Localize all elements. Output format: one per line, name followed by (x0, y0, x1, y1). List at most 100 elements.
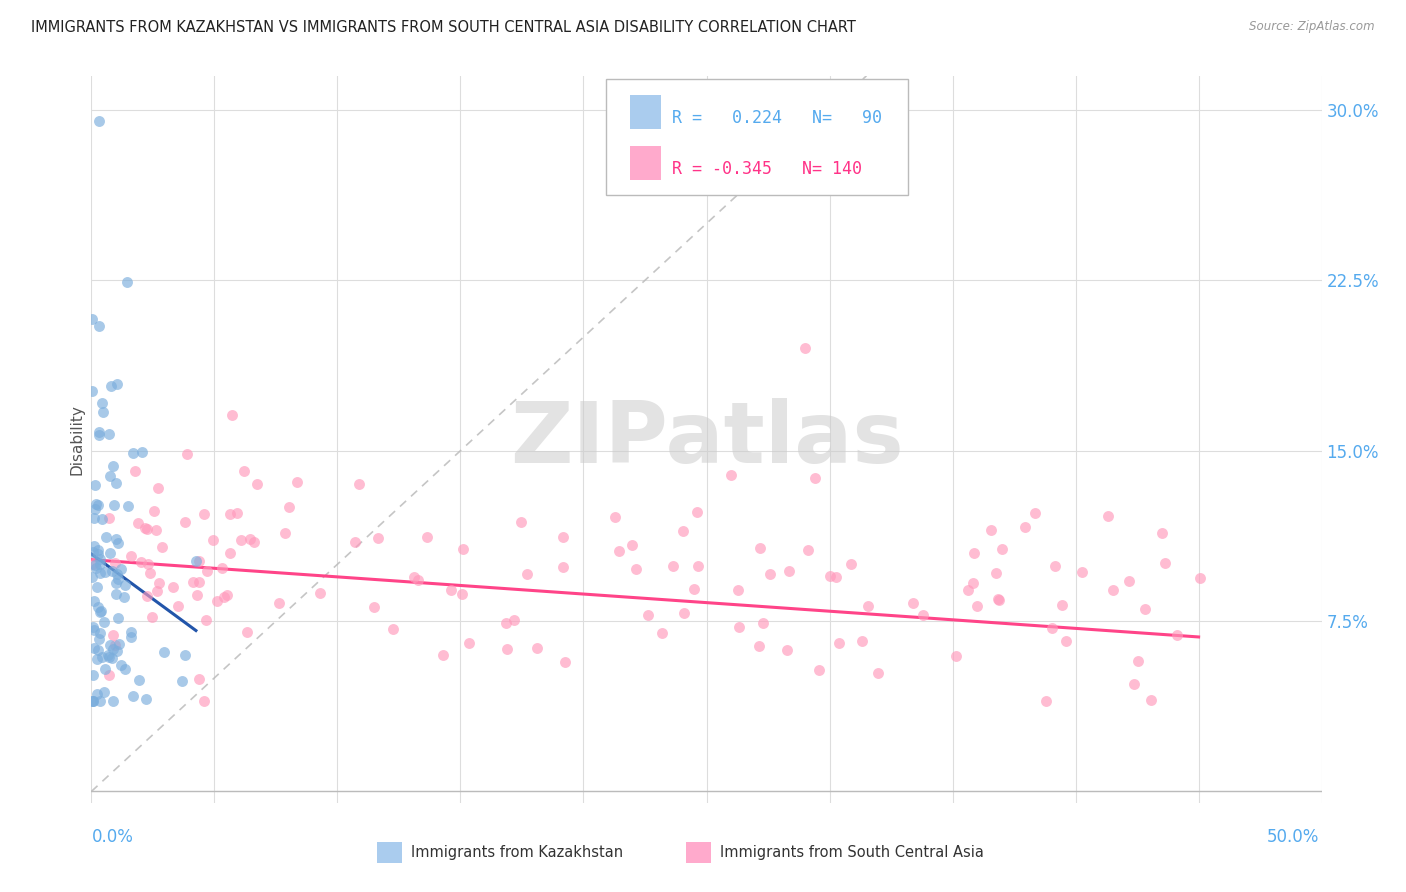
Point (86, 687, 108, 701)
Point (87, 643, 110, 657)
Point (748, 639, 770, 653)
Point (82, 570, 104, 584)
Point (825, 570, 848, 584)
Point (966, 599, 988, 613)
Point (1166, 628, 1188, 642)
Point (1139, 692, 1161, 706)
Point (211, 561, 233, 575)
Point (101, 651, 124, 665)
Point (93, 684, 115, 698)
Point (148, 481, 170, 495)
Point (84, 561, 107, 575)
Point (96, 530, 118, 544)
Point (440, 582, 463, 597)
Point (866, 666, 889, 681)
Point (188, 554, 211, 568)
Point (83, 511, 105, 525)
Point (243, 534, 266, 549)
Point (101, 458, 124, 473)
Text: Immigrants from Kazakhstan: Immigrants from Kazakhstan (411, 846, 623, 860)
Point (97, 426, 120, 441)
Point (86, 652, 108, 666)
Point (82, 620, 104, 634)
Point (776, 642, 799, 657)
Point (98, 668, 121, 682)
Point (128, 673, 150, 687)
Point (984, 566, 1007, 581)
Point (98, 650, 121, 665)
Point (86, 581, 108, 595)
Point (202, 533, 225, 547)
Point (83, 623, 105, 637)
Point (134, 521, 156, 535)
Point (105, 377, 128, 392)
Point (673, 606, 696, 620)
Point (363, 599, 385, 614)
Point (637, 608, 659, 623)
Point (89, 625, 111, 640)
Point (901, 596, 924, 610)
Point (962, 575, 984, 590)
Point (503, 613, 526, 627)
Point (229, 533, 252, 548)
Point (662, 559, 685, 574)
Point (796, 543, 818, 558)
Point (82, 545, 104, 559)
Point (624, 562, 647, 576)
Point (105, 566, 128, 581)
Point (153, 645, 176, 659)
Text: 50.0%: 50.0% (1267, 828, 1319, 846)
Point (83, 501, 105, 516)
Point (991, 541, 1014, 556)
Point (104, 533, 127, 547)
Point (516, 566, 538, 581)
Point (236, 624, 259, 639)
Point (1035, 693, 1057, 707)
Point (980, 523, 1002, 537)
Point (82, 557, 104, 571)
Point (495, 615, 517, 630)
Point (1126, 655, 1149, 669)
Point (145, 583, 167, 598)
Text: ZIPatlas: ZIPatlas (509, 398, 904, 481)
Point (451, 541, 474, 556)
Point (1135, 602, 1157, 616)
Point (1118, 574, 1140, 588)
Point (107, 637, 129, 651)
Point (778, 564, 800, 578)
Point (1043, 558, 1066, 573)
Point (87, 600, 110, 615)
Point (84, 497, 107, 511)
Text: Immigrants from South Central Asia: Immigrants from South Central Asia (720, 846, 984, 860)
Point (205, 593, 228, 607)
Point (720, 468, 742, 483)
Point (607, 544, 630, 558)
Point (104, 638, 127, 652)
Point (87, 498, 110, 512)
Point (122, 446, 145, 460)
Point (551, 530, 574, 544)
Point (818, 569, 841, 583)
Point (683, 582, 706, 596)
Point (912, 607, 935, 622)
Point (1189, 571, 1212, 585)
Point (150, 540, 173, 554)
Point (174, 515, 197, 529)
Point (246, 476, 269, 491)
Point (1050, 598, 1073, 612)
Point (728, 619, 751, 633)
Point (195, 565, 218, 579)
Point (84, 478, 107, 492)
Y-axis label: Disability: Disability (69, 404, 84, 475)
Point (509, 515, 531, 529)
Point (686, 505, 709, 519)
Point (367, 531, 389, 545)
Point (80, 312, 103, 326)
Point (98, 638, 121, 652)
Point (143, 504, 166, 518)
Point (1014, 520, 1036, 534)
Point (987, 592, 1010, 607)
Point (218, 546, 240, 560)
Point (110, 657, 132, 672)
Point (141, 610, 163, 624)
